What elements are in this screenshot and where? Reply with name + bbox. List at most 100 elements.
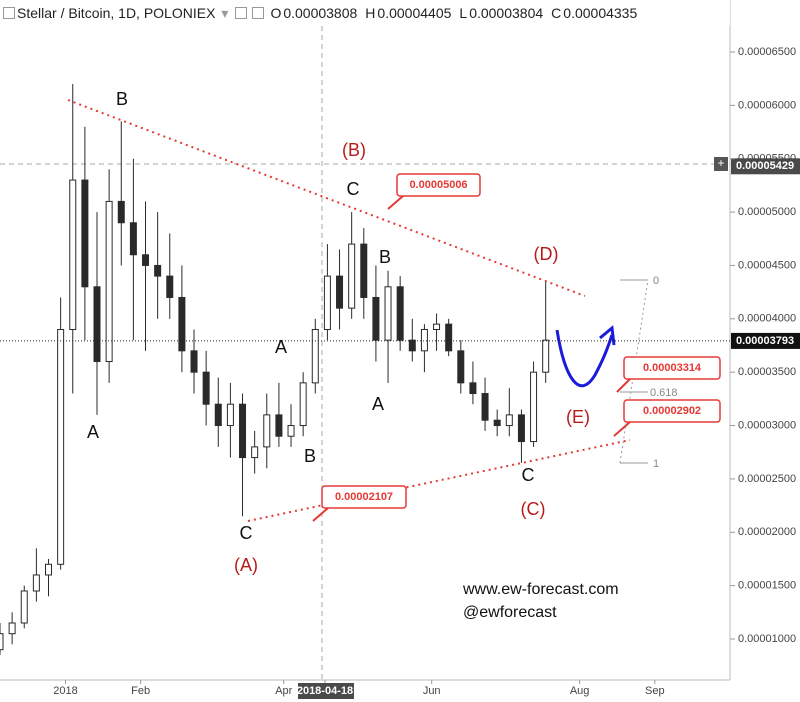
candle-body <box>239 403 247 459</box>
callout-pointer <box>613 421 631 437</box>
fib-trend <box>619 279 649 464</box>
wave-label: (A) <box>234 555 258 575</box>
candle-body <box>20 590 28 624</box>
y-tick-label: 0.00001500 <box>738 580 796 592</box>
ohlc: O 0.00003808 H 0.00004405 L 0.00003804 C 0.0000… <box>270 5 645 21</box>
callout-box <box>396 173 481 197</box>
wave-label: C <box>347 179 360 199</box>
x-tick-label: Jun <box>423 685 441 697</box>
candle-body <box>105 200 113 363</box>
y-tick-label: 0.00001000 <box>738 633 796 645</box>
y-tick-label: 0.00004500 <box>738 259 796 271</box>
candle-body <box>57 328 65 565</box>
callout-box <box>623 399 721 423</box>
ohlc-value: 0.00003808 <box>283 5 358 21</box>
candle-body <box>226 403 234 427</box>
icon[interactable] <box>235 7 248 19</box>
y-tick-label: 0.00005000 <box>738 206 796 218</box>
wave-label: A <box>87 422 99 442</box>
add-button[interactable] <box>714 157 728 171</box>
callout-box <box>623 356 721 380</box>
watermark: @ewforecast <box>463 604 557 621</box>
candle-body <box>32 574 40 592</box>
ohlc-value: 0.00004405 <box>377 5 452 21</box>
upper-trendline <box>67 99 586 297</box>
x-tick-label: 2018-04-18 <box>297 685 353 697</box>
y-tick-label: 0.00003000 <box>738 419 796 431</box>
candle-body <box>530 371 538 443</box>
last-price-box <box>731 332 800 349</box>
candle-body <box>45 563 53 576</box>
candle-body <box>336 275 344 309</box>
candle-body <box>0 633 4 651</box>
wave-label: A <box>275 337 287 357</box>
wave-label: B <box>304 446 316 466</box>
x-tick-label: Sep <box>645 685 665 697</box>
ohlc-key: C <box>551 5 562 21</box>
candle-body <box>384 286 392 341</box>
projection-arrow <box>599 325 616 346</box>
candle-body <box>142 254 150 266</box>
wave-label: (C) <box>521 499 546 519</box>
symbol-title: Stellar / Bitcoin, 1D, POLONIEX <box>17 5 216 21</box>
callout-pointer <box>312 507 329 522</box>
candle-body <box>396 286 404 341</box>
fib-label: 0 <box>653 275 659 287</box>
callout-label: 0.00003314 <box>643 362 702 374</box>
candle-body <box>372 296 380 341</box>
candle-body <box>348 243 356 309</box>
candle-body <box>445 323 453 352</box>
callout-pointer <box>387 195 404 210</box>
ohlc-key: L <box>459 5 468 21</box>
candle-body <box>214 403 222 427</box>
fib-label: 0.618 <box>650 387 678 399</box>
y-tick-label: 0.00006000 <box>738 99 796 111</box>
x-tick-label: Feb <box>131 685 150 697</box>
ohlc-value: 0.00003804 <box>469 5 544 21</box>
candle-body <box>178 296 186 352</box>
candle-body <box>69 179 77 330</box>
wave-label: C <box>240 523 253 543</box>
wave-label: (B) <box>342 140 366 160</box>
candle-body <box>275 414 283 437</box>
wave-label: (D) <box>534 244 559 264</box>
dropdown[interactable]: ▾ <box>221 4 229 21</box>
candle-body <box>323 275 331 330</box>
y-tick-label: 0.00002500 <box>738 473 796 485</box>
icon <box>3 7 15 19</box>
header: Stellar / Bitcoin, 1D, POLONIEX ▾ O 0.000… <box>0 0 730 26</box>
x-tick-label: Aug <box>570 685 590 697</box>
watermark: www.ew-forecast.com <box>462 581 619 598</box>
ohlc-key: H <box>365 5 376 21</box>
candle-body <box>8 622 16 635</box>
callout-label: 0.00002107 <box>335 491 393 503</box>
lower-trendline <box>247 439 631 522</box>
candle-body <box>287 425 295 437</box>
candle-body <box>360 243 368 298</box>
y-tick-label: 0.00003500 <box>738 366 796 378</box>
callout-pointer <box>616 378 631 393</box>
candle-body <box>420 328 428 352</box>
candle-body <box>81 179 89 288</box>
candle-body <box>117 200 125 224</box>
candle-body <box>251 446 259 459</box>
candle-body <box>166 275 174 298</box>
x-tick-label: 2018 <box>53 685 77 697</box>
x-tick-label: Apr <box>275 685 292 697</box>
y-tick-label: 0.00004000 <box>738 313 796 325</box>
ohlc-key: O <box>270 5 282 21</box>
candle-body <box>93 286 101 363</box>
wave-label: C <box>522 465 535 485</box>
fib-label: 1 <box>653 458 659 470</box>
price-axis-bg <box>730 0 800 702</box>
last-price-label: 0.00003793 <box>736 335 794 347</box>
crosshair-price-box <box>731 158 800 175</box>
icon[interactable] <box>252 7 265 19</box>
callout-label: 0.00002902 <box>643 405 701 417</box>
y-tick-label: 0.00002000 <box>738 526 796 538</box>
candle-body <box>263 414 271 448</box>
candle-body <box>517 414 525 443</box>
candle-body <box>505 414 513 427</box>
add-icon[interactable]: + <box>717 156 724 170</box>
